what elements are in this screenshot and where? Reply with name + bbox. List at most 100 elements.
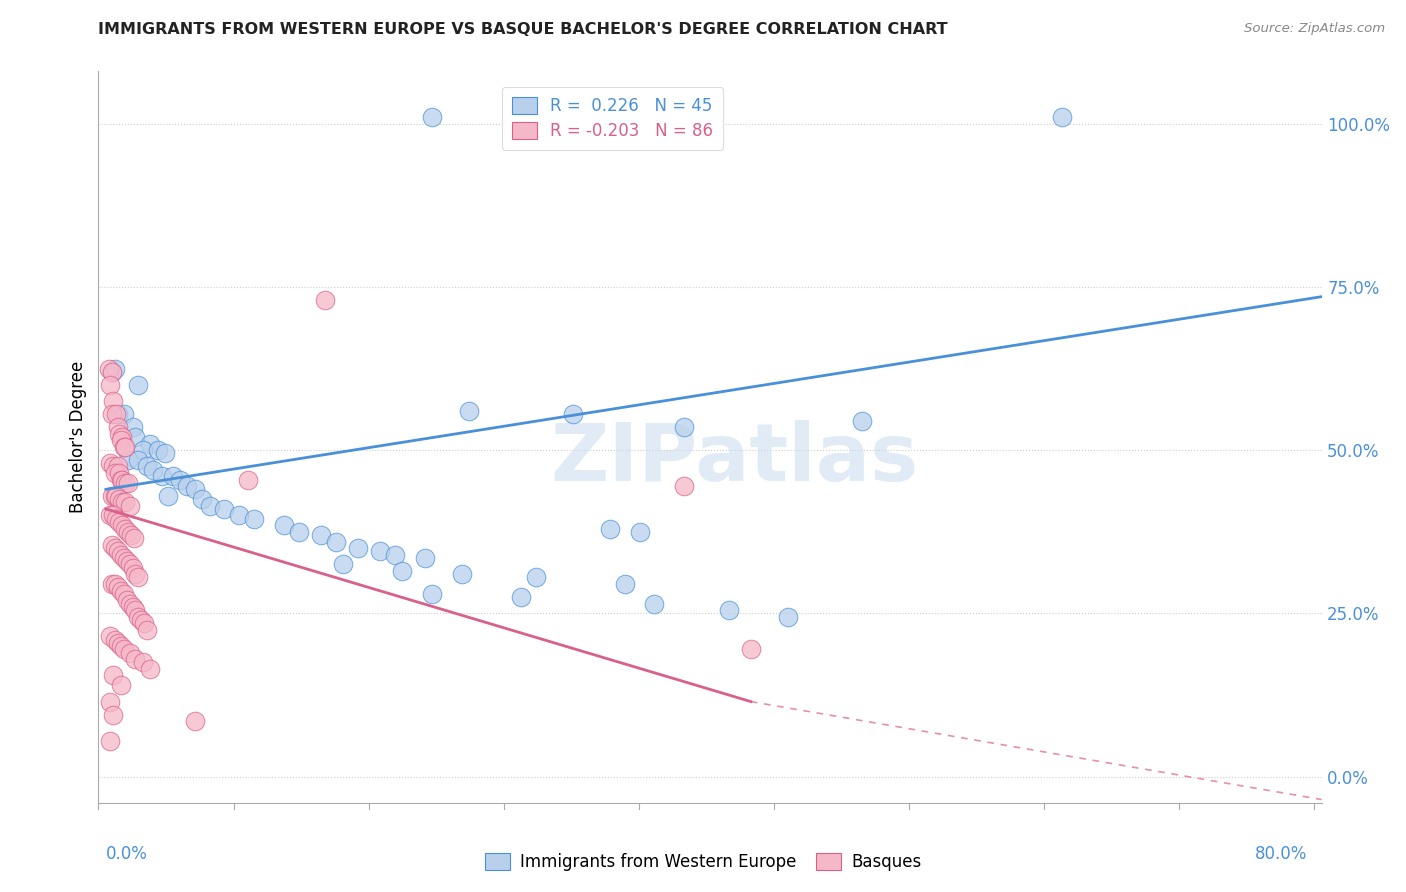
Point — [142, 463, 165, 477]
Point — [108, 426, 131, 441]
Point — [112, 440, 135, 454]
Point — [108, 466, 131, 480]
Point — [98, 733, 121, 747]
Point — [103, 707, 125, 722]
Text: IMMIGRANTS FROM WESTERN EUROPE VS BASQUE BACHELOR'S DEGREE CORRELATION CHART: IMMIGRANTS FROM WESTERN EUROPE VS BASQUE… — [98, 22, 948, 37]
Point — [111, 430, 134, 444]
Point — [740, 642, 762, 657]
Point — [110, 583, 132, 598]
Point — [104, 466, 127, 480]
Point — [107, 407, 129, 421]
Point — [118, 558, 141, 572]
Point — [127, 377, 149, 392]
Point — [111, 495, 134, 509]
Point — [332, 558, 354, 572]
Legend: R =  0.226   N = 45, R = -0.203   N = 86: R = 0.226 N = 45, R = -0.203 N = 86 — [502, 87, 723, 150]
Point — [104, 489, 127, 503]
Point — [110, 473, 132, 487]
Point — [124, 652, 146, 666]
Point — [108, 492, 131, 507]
Text: 0.0%: 0.0% — [105, 846, 148, 863]
Point — [105, 407, 128, 421]
Point — [325, 534, 347, 549]
Point — [103, 394, 125, 409]
Point — [112, 407, 135, 421]
Point — [98, 508, 121, 523]
Point — [198, 499, 221, 513]
Point — [124, 430, 146, 444]
Point — [176, 479, 198, 493]
Point — [613, 577, 636, 591]
Point — [124, 603, 146, 617]
Point — [136, 459, 159, 474]
Point — [117, 524, 139, 539]
Point — [510, 590, 533, 604]
Point — [98, 456, 121, 470]
Point — [112, 550, 135, 565]
Point — [110, 639, 132, 653]
Point — [127, 609, 149, 624]
Point — [121, 599, 143, 614]
Point — [146, 443, 169, 458]
Point — [111, 518, 134, 533]
Point — [107, 420, 129, 434]
Point — [139, 662, 162, 676]
Point — [107, 580, 129, 594]
Point — [184, 714, 207, 728]
Point — [115, 554, 138, 568]
Point — [100, 489, 122, 503]
Point — [228, 508, 250, 523]
Point — [118, 597, 141, 611]
Point — [105, 512, 128, 526]
Point — [643, 597, 665, 611]
Point — [118, 646, 141, 660]
Point — [98, 629, 121, 643]
Point — [131, 613, 153, 627]
Point — [114, 495, 136, 509]
Point — [127, 570, 149, 584]
Point — [314, 293, 336, 307]
Point — [103, 508, 125, 523]
Point — [1347, 165, 1369, 179]
Point — [273, 518, 295, 533]
Point — [98, 695, 121, 709]
Point — [238, 473, 260, 487]
Point — [117, 475, 139, 490]
Y-axis label: Bachelor's Degree: Bachelor's Degree — [69, 361, 87, 513]
Point — [110, 548, 132, 562]
Legend: Immigrants from Western Europe, Basques: Immigrants from Western Europe, Basques — [477, 845, 929, 880]
Point — [104, 541, 127, 555]
Point — [150, 469, 173, 483]
Point — [776, 609, 799, 624]
Point — [124, 567, 146, 582]
Point — [576, 129, 599, 144]
Point — [368, 544, 391, 558]
Point — [136, 623, 159, 637]
Point — [104, 361, 127, 376]
Point — [673, 479, 696, 493]
Point — [1050, 110, 1073, 124]
Text: Source: ZipAtlas.com: Source: ZipAtlas.com — [1244, 22, 1385, 36]
Point — [115, 593, 138, 607]
Point — [139, 436, 162, 450]
Point — [107, 544, 129, 558]
Point — [112, 587, 135, 601]
Point — [114, 440, 136, 454]
Point — [134, 616, 156, 631]
Point — [628, 524, 651, 539]
Point — [114, 475, 136, 490]
Point — [458, 404, 481, 418]
Point — [384, 548, 406, 562]
Point — [117, 453, 139, 467]
Text: ZIPatlas: ZIPatlas — [550, 420, 918, 498]
Point — [105, 489, 128, 503]
Point — [450, 567, 472, 582]
Point — [347, 541, 370, 555]
Point — [413, 550, 436, 565]
Point — [599, 521, 621, 535]
Point — [98, 377, 121, 392]
Point — [391, 564, 413, 578]
Point — [97, 361, 120, 376]
Point — [420, 110, 443, 124]
Point — [191, 492, 214, 507]
